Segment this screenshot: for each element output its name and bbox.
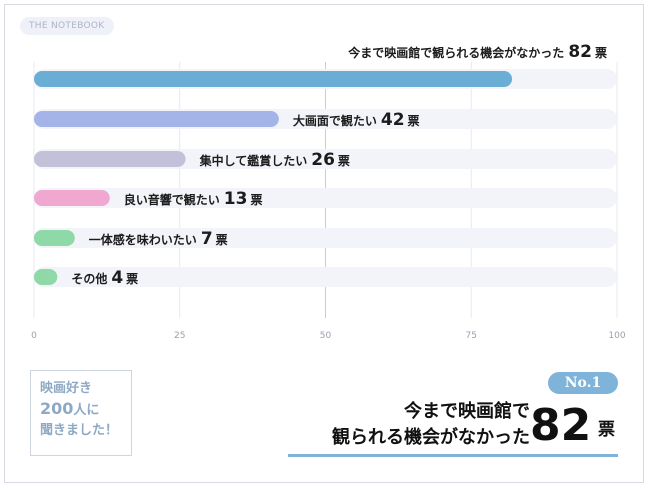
rank-badge: No.1 <box>548 372 618 394</box>
brand-logo: THE NOTEBOOK <box>20 17 114 35</box>
bar-unit: 票 <box>595 46 607 60</box>
survey-note: 映画好き 200人に 聞きました！ <box>30 370 132 456</box>
bar-label: その他 4 票 <box>71 268 138 288</box>
bar-label: 一体感を味わいたい 7 票 <box>89 229 228 249</box>
bar-value: 13 <box>224 189 248 209</box>
bar <box>34 111 279 127</box>
top-answer-unit: 票 <box>598 420 615 440</box>
headline-underline <box>288 454 618 457</box>
bar-value: 82 <box>568 42 592 62</box>
bar <box>34 269 58 285</box>
bar-category: 集中して鑑賞したい <box>199 153 308 168</box>
bar-category: 一体感を味わいたい <box>89 232 197 247</box>
bar-track <box>34 188 617 208</box>
top-answer: 今まで映画館で 観られる機会がなかった <box>332 399 530 451</box>
bar-unit: 票 <box>408 114 420 128</box>
survey-note-line3: 聞きました！ <box>40 423 119 438</box>
top-answer-line1: 今まで映画館で <box>404 401 530 422</box>
bar-value: 4 <box>111 268 123 288</box>
survey-count: 200 <box>40 399 74 418</box>
bar-category: 大画面で観たい <box>293 113 377 128</box>
bar <box>34 71 513 87</box>
bar-unit: 票 <box>216 233 228 247</box>
top-answer-value: 82 <box>530 400 592 451</box>
top-answer-line2: 観られる機会がなかった <box>332 427 530 448</box>
bar-label: 今まで映画館で観られる機会がなかった 82 票 <box>347 42 607 62</box>
bar-value: 42 <box>381 110 405 130</box>
bar-label: 良い音響で観たい 13 票 <box>124 189 263 209</box>
bar-category: 良い音響で観たい <box>124 192 220 207</box>
x-tick-label: 75 <box>466 331 477 341</box>
x-tick-label: 0 <box>31 331 37 341</box>
bar <box>34 151 186 167</box>
bar-category: その他 <box>71 271 107 286</box>
bar-unit: 票 <box>126 272 138 286</box>
survey-note-suffix: 人に <box>73 403 100 418</box>
bar-category: 今まで映画館で観られる機会がなかった <box>347 45 564 60</box>
survey-note-line1: 映画好き <box>40 381 93 396</box>
survey-note-line2: 200人に <box>40 399 131 421</box>
bar-track <box>34 228 617 248</box>
bar-value: 26 <box>311 150 335 170</box>
bar <box>34 190 110 206</box>
bar-label: 大画面で観たい 42 票 <box>293 110 420 130</box>
bar-unit: 票 <box>338 154 350 168</box>
x-tick-label: 100 <box>608 331 625 341</box>
bar <box>34 230 75 246</box>
bar-track <box>34 267 617 287</box>
x-tick-label: 25 <box>174 331 185 341</box>
bar-unit: 票 <box>250 193 262 207</box>
x-tick-label: 50 <box>320 331 332 341</box>
bar-label: 集中して鑑賞したい 26 票 <box>199 150 350 170</box>
bar-value: 7 <box>201 229 213 249</box>
